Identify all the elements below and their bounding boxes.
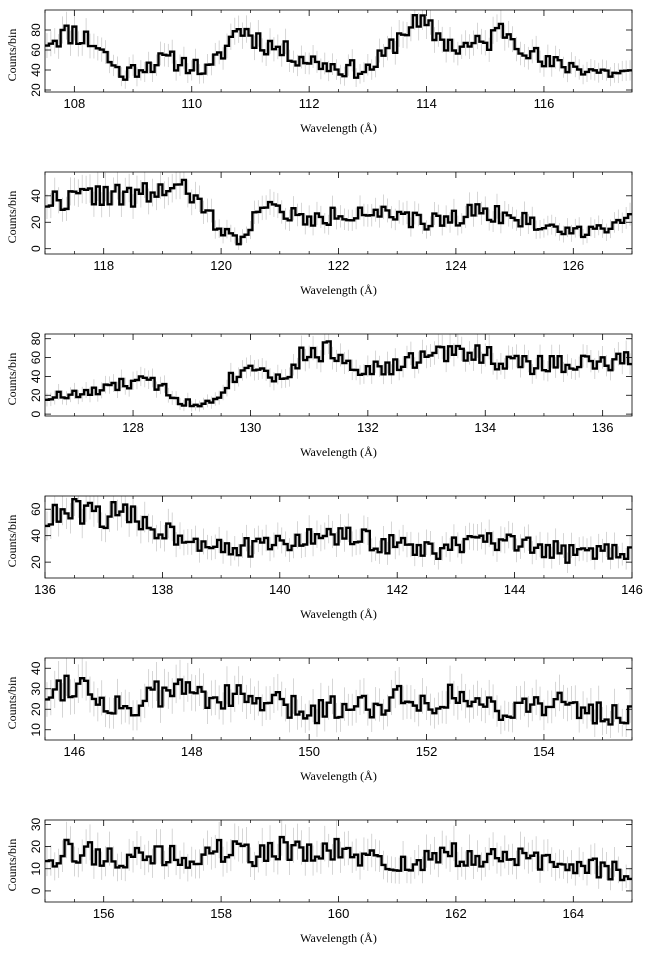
x-tick-label: 152	[416, 744, 438, 759]
y-tick-label: 30	[29, 817, 43, 831]
x-tick-label: 164	[562, 906, 584, 921]
x-tick-label: 154	[533, 744, 555, 759]
y-axis-title: Counts/bin	[5, 353, 19, 406]
panel-4: 136 138 140 142 144 146 20 40 60 Counts/bin Wavele…	[5, 495, 643, 621]
y-tick-label: 20	[29, 215, 43, 229]
spectrum-histogram	[45, 178, 632, 246]
x-tick-label: 128	[122, 420, 144, 435]
panel-2: 118 120 122 124 126 0 20 40 Counts/bin Wavelength…	[5, 171, 633, 297]
spectrum-histogram	[45, 497, 632, 564]
x-tick-label: 148	[181, 744, 203, 759]
x-tick-label: 132	[357, 420, 379, 435]
y-axis-title: Counts/bin	[5, 677, 19, 730]
y-tick-label: 60	[29, 351, 43, 365]
error-bars	[46, 334, 631, 412]
x-axis-title: Wavelength (Å)	[300, 769, 377, 783]
plot-frame	[44, 9, 633, 93]
panel-1: 108 110 112 114 116 20 40 60 80 Counts/bin Wavelen…	[5, 9, 633, 135]
x-tick-label: 144	[504, 582, 526, 597]
y-axis-title: Counts/bin	[5, 515, 19, 568]
x-tick-label: 112	[299, 96, 320, 111]
y-tick-label: 0	[29, 245, 43, 252]
error-bars	[46, 172, 631, 250]
y-tick-label: 40	[29, 369, 43, 383]
x-tick-label: 162	[445, 906, 467, 921]
panel-3: 128 130 132 134 136 0 20 40 60 80 Counts/bin Wavele…	[5, 332, 633, 459]
x-axis-title: Wavelength (Å)	[300, 445, 377, 459]
y-tick-label: 60	[29, 43, 43, 57]
x-tick-label: 124	[445, 258, 467, 273]
x-axis-title: Wavelength (Å)	[300, 607, 377, 621]
y-tick-label: 60	[29, 502, 43, 516]
x-tick-label: 126	[562, 258, 584, 273]
x-tick-label: 158	[210, 906, 232, 921]
x-tick-label: 130	[240, 420, 262, 435]
x-axis-title: Wavelength (Å)	[300, 121, 377, 135]
y-tick-label: 20	[29, 555, 43, 569]
panel-5: 146 148 150 152 154 10 20 30 40 Counts/bin Wavelen…	[5, 657, 633, 783]
x-tick-label: 142	[386, 582, 408, 597]
y-tick-label: 0	[29, 887, 43, 894]
y-tick-label: 20	[29, 388, 43, 402]
y-tick-label: 40	[29, 529, 43, 543]
x-axis-title: Wavelength (Å)	[300, 283, 377, 297]
x-tick-label: 118	[93, 258, 114, 273]
y-tick-label: 20	[29, 83, 43, 97]
x-tick-label: 160	[328, 906, 350, 921]
x-tick-label: 140	[269, 582, 291, 597]
y-tick-label: 40	[29, 189, 43, 203]
x-tick-label: 114	[416, 96, 437, 111]
x-tick-label: 136	[592, 420, 614, 435]
y-tick-label: 40	[29, 63, 43, 77]
spectrum-histogram	[45, 340, 632, 408]
y-tick-label: 20	[29, 840, 43, 854]
spectrum-histogram	[45, 674, 632, 726]
y-tick-label: 80	[29, 23, 43, 37]
x-tick-label: 122	[328, 258, 350, 273]
spectrum-histogram	[45, 835, 632, 882]
x-tick-label: 150	[298, 744, 320, 759]
x-tick-label: 146	[63, 744, 85, 759]
error-bars	[46, 658, 631, 739]
x-axis-title: Wavelength (Å)	[300, 931, 377, 945]
x-tick-label: 116	[534, 96, 555, 111]
x-tick-label: 134	[474, 420, 496, 435]
x-tick-label: 108	[63, 96, 85, 111]
y-tick-label: 0	[29, 410, 43, 417]
y-tick-label: 20	[29, 702, 43, 716]
x-tick-label: 146	[621, 582, 643, 597]
x-tick-label: 120	[210, 258, 232, 273]
y-tick-label: 30	[29, 682, 43, 696]
y-axis-title: Counts/bin	[5, 839, 19, 892]
panel-6: 156 158 160 162 164 0 10 20 30 Counts/bin Waveleng…	[5, 817, 633, 945]
y-axis-title: Counts/bin	[5, 29, 19, 82]
y-tick-label: 40	[29, 661, 43, 675]
y-tick-label: 80	[29, 332, 43, 346]
spectrum-histogram	[45, 13, 632, 81]
y-axis-title: Counts/bin	[5, 191, 19, 244]
y-tick-label: 10	[29, 862, 43, 876]
x-tick-label: 156	[93, 906, 115, 921]
y-tick-label: 10	[29, 723, 43, 737]
x-tick-label: 138	[152, 582, 174, 597]
x-tick-label: 136	[34, 582, 56, 597]
x-tick-label: 110	[181, 96, 202, 111]
